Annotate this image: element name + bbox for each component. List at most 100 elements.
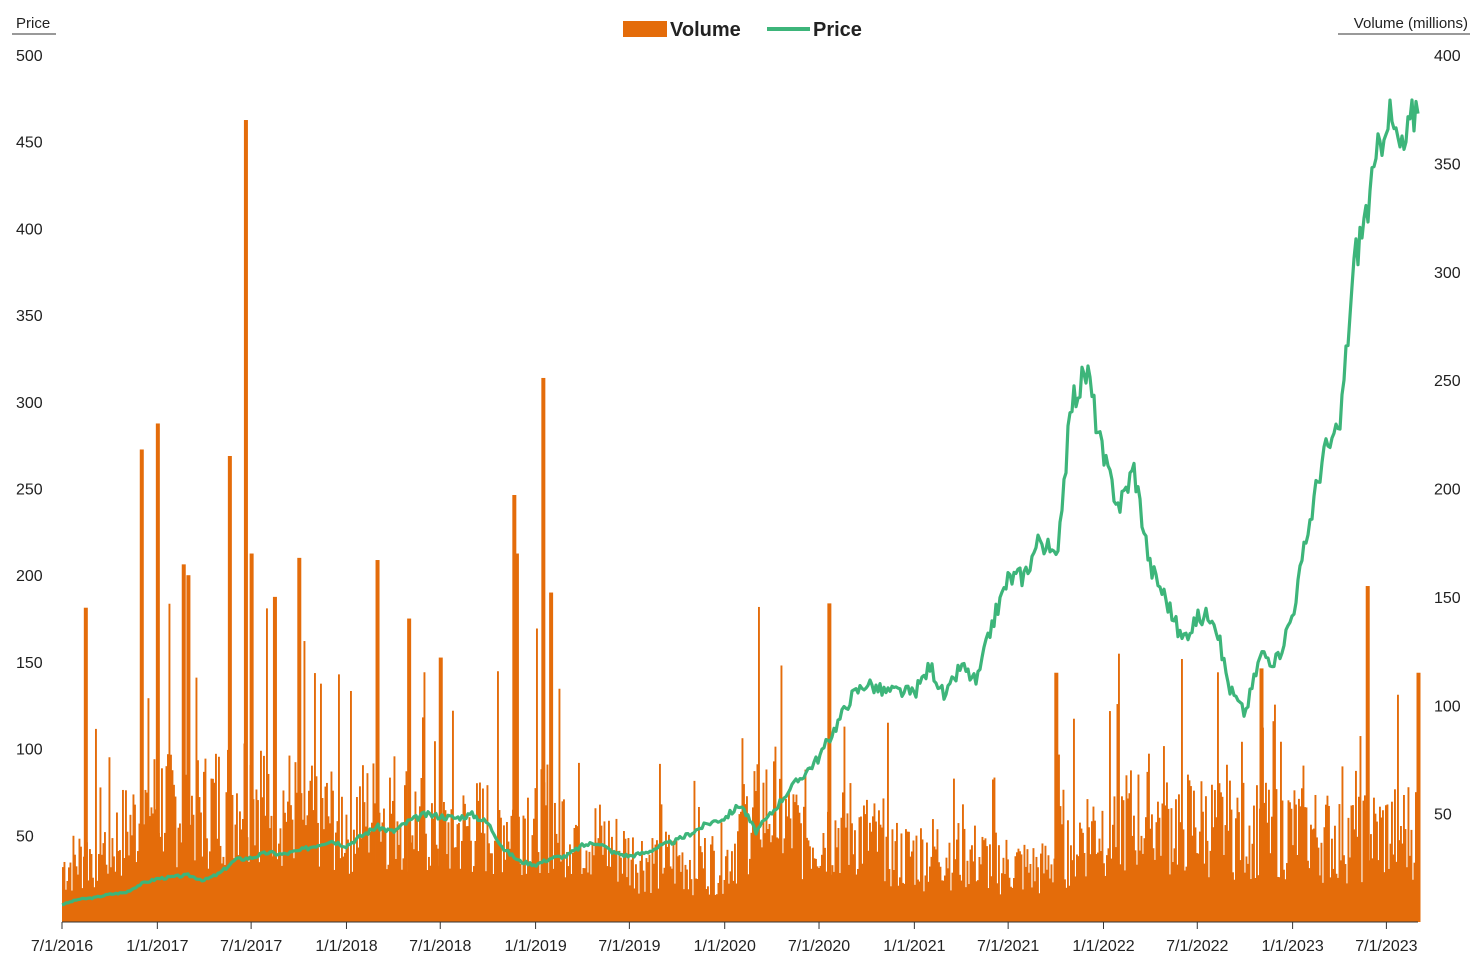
- volume-bar: [621, 873, 624, 922]
- volume-bar: [1238, 812, 1240, 922]
- volume-bar: [738, 814, 741, 922]
- volume-bar: [459, 868, 462, 922]
- volume-bar: [1350, 805, 1353, 922]
- volume-bar: [756, 764, 759, 922]
- volume-bar: [365, 826, 367, 922]
- volume-bar: [932, 819, 934, 922]
- volume-bar: [1038, 893, 1041, 922]
- volume-bar: [1176, 864, 1179, 922]
- volume-bar: [1019, 851, 1021, 922]
- volume-bar: [518, 816, 520, 922]
- volume-bar: [1076, 854, 1078, 922]
- volume-bar: [357, 847, 360, 922]
- volume-bar: [87, 880, 90, 922]
- volume-bar: [485, 871, 487, 922]
- volume-bar: [80, 846, 82, 922]
- volume-bar: [957, 823, 960, 922]
- volume-bar: [885, 836, 888, 922]
- volume-bar: [873, 803, 876, 922]
- volume-bar: [152, 813, 154, 922]
- volume-bar: [1029, 863, 1032, 922]
- volume-bar: [1334, 825, 1336, 922]
- volume-bar: [929, 866, 931, 922]
- volume-bar: [632, 837, 634, 922]
- volume-bar: [762, 782, 765, 922]
- volume-bar: [948, 842, 951, 922]
- volume-bar: [333, 869, 336, 922]
- volume-bar: [657, 888, 660, 922]
- volume-bar: [344, 852, 346, 922]
- volume-bar: [834, 820, 837, 922]
- volume-bar: [867, 850, 870, 922]
- volume-bar: [1227, 830, 1230, 922]
- volume-bar: [197, 760, 199, 922]
- volume-bar: [807, 840, 810, 922]
- volume-bar: [1064, 879, 1066, 922]
- volume-bar: [986, 846, 988, 922]
- volume-bar: [747, 874, 750, 922]
- volume-bar: [75, 866, 78, 922]
- volume-bar: [782, 853, 784, 922]
- volume-bar: [1026, 849, 1029, 922]
- volume-bar: [122, 789, 124, 922]
- volume-bar: [789, 818, 792, 922]
- volume-bar: [63, 861, 66, 922]
- volume-bar: [1373, 797, 1375, 922]
- volume-bar: [149, 816, 151, 922]
- volume-bar: [1199, 831, 1201, 922]
- volume-bar: [1389, 843, 1392, 922]
- volume-bar: [1203, 863, 1206, 922]
- volume-bar: [1397, 694, 1399, 922]
- volume-bar: [705, 889, 708, 922]
- volume-bar: [1080, 828, 1083, 922]
- volume-bar: [566, 852, 568, 922]
- volume-bar: [359, 786, 361, 922]
- volume-bar: [1406, 867, 1408, 922]
- left-tick-label: 350: [16, 308, 43, 325]
- volume-bar: [1400, 826, 1402, 922]
- volume-bar: [537, 852, 540, 922]
- volume-bar: [449, 868, 451, 922]
- volume-bar: [447, 822, 450, 922]
- volume-spike-bar: [541, 377, 546, 922]
- volume-bar: [315, 776, 318, 922]
- volume-bar: [78, 838, 81, 922]
- volume-bar: [684, 864, 687, 922]
- volume-bar: [1313, 828, 1315, 922]
- volume-bar: [1218, 783, 1221, 922]
- volume-bar: [102, 843, 105, 922]
- left-tick-label: 150: [16, 655, 43, 672]
- x-axis-ticks: 7/1/2016 1/1/2017 7/1/2017 1/1/2018 7/1/2018…: [31, 922, 1418, 955]
- volume-bar: [384, 830, 387, 922]
- volume-bar: [839, 873, 841, 922]
- volume-bar: [312, 810, 315, 922]
- volume-bar: [1115, 847, 1117, 922]
- volume-bar: [663, 867, 666, 922]
- volume-bar: [893, 869, 895, 922]
- volume-bar: [567, 866, 570, 922]
- volume-bar: [1221, 796, 1224, 922]
- volume-bar: [267, 773, 270, 922]
- volume-bar: [1212, 827, 1215, 922]
- volume-bar: [1322, 882, 1324, 922]
- volume-bar: [1379, 806, 1381, 922]
- volume-spike-bar: [1365, 586, 1370, 922]
- volume-bar: [825, 871, 828, 922]
- volume-bar: [491, 853, 493, 922]
- volume-bar: [611, 836, 613, 922]
- volume-bar: [1268, 789, 1270, 922]
- volume-bar: [500, 817, 502, 922]
- volume-bar: [1151, 814, 1153, 922]
- volume-bar: [870, 831, 873, 922]
- volume-bar: [416, 820, 418, 922]
- volume-spike-bar: [272, 596, 277, 922]
- volume-bar: [881, 827, 883, 922]
- volume-bar: [716, 894, 718, 922]
- volume-bar: [624, 838, 627, 922]
- volume-bar: [326, 782, 328, 922]
- volume-bar: [483, 833, 486, 922]
- volume-bar: [134, 804, 136, 922]
- volume-bar: [372, 763, 375, 922]
- volume-bar: [692, 895, 694, 922]
- volume-bar: [563, 799, 565, 922]
